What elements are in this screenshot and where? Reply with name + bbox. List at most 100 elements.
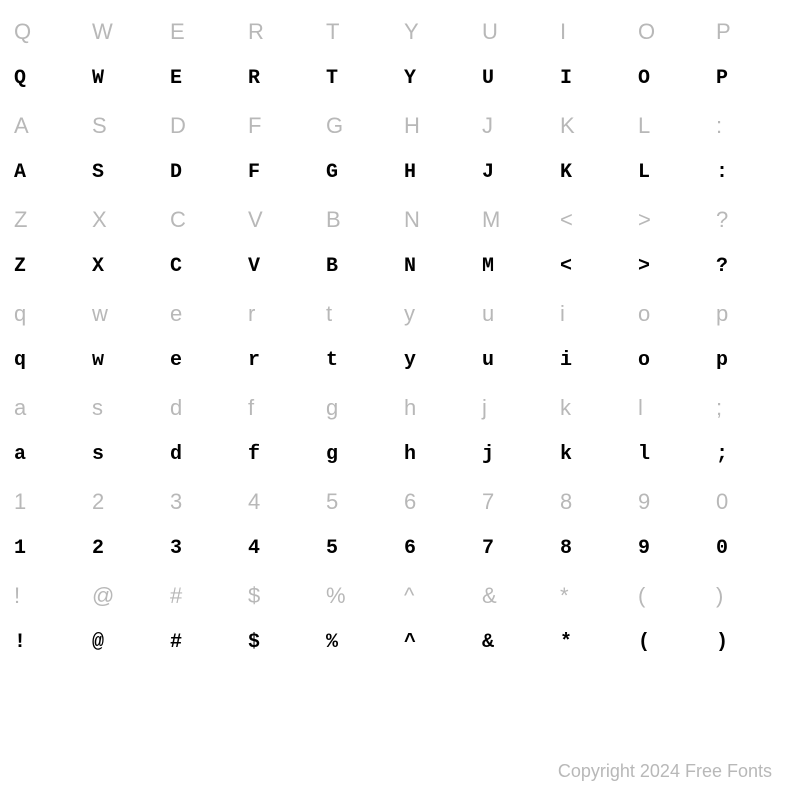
ref-cell: D [166,115,244,137]
ref-cell: ! [10,585,88,607]
sample-cell: D [166,163,244,183]
sample-row: ! @ # $ % ^ & * ( ) [10,619,790,666]
sample-cell: G [322,163,400,183]
ref-cell: w [88,303,166,325]
sample-cell: F [244,163,322,183]
sample-cell: d [166,445,244,465]
ref-cell: f [244,397,322,419]
sample-cell: 4 [244,539,322,559]
ref-cell: Z [10,209,88,231]
sample-cell: 9 [634,539,712,559]
sample-cell: k [556,445,634,465]
sample-cell: t [322,351,400,371]
sample-cell: K [556,163,634,183]
sample-cell: V [244,257,322,277]
copyright-text: Copyright 2024 Free Fonts [558,761,772,782]
sample-cell: p [712,351,790,371]
ref-cell: q [10,303,88,325]
ref-cell: k [556,397,634,419]
sample-cell: i [556,351,634,371]
ref-row: Z X C V B N M < > ? [10,196,790,243]
sample-cell: L [634,163,712,183]
ref-cell: 5 [322,491,400,513]
sample-cell: o [634,351,712,371]
sample-row: Z X C V B N M < > ? [10,243,790,290]
sample-row: A S D F G H J K L : [10,149,790,196]
sample-row: a s d f g h j k l ; [10,431,790,478]
ref-cell: ( [634,585,712,607]
ref-cell: 7 [478,491,556,513]
sample-cell: ) [712,633,790,653]
ref-cell: N [400,209,478,231]
sample-cell: # [166,633,244,653]
sample-cell: Y [400,69,478,89]
ref-cell: 1 [10,491,88,513]
sample-row: q w e r t y u i o p [10,337,790,384]
ref-cell: G [322,115,400,137]
ref-cell: < [556,209,634,231]
sample-cell: 2 [88,539,166,559]
ref-cell: U [478,21,556,43]
ref-cell: # [166,585,244,607]
sample-cell: ? [712,257,790,277]
sample-cell: X [88,257,166,277]
ref-cell: i [556,303,634,325]
sample-cell: ! [10,633,88,653]
sample-cell: 3 [166,539,244,559]
sample-cell: s [88,445,166,465]
ref-cell: 2 [88,491,166,513]
ref-cell: Y [400,21,478,43]
sample-cell: P [712,69,790,89]
sample-cell: 7 [478,539,556,559]
ref-cell: j [478,397,556,419]
sample-cell: S [88,163,166,183]
ref-cell: K [556,115,634,137]
ref-cell: e [166,303,244,325]
sample-cell: A [10,163,88,183]
ref-cell: : [712,115,790,137]
ref-cell: d [166,397,244,419]
sample-cell: 8 [556,539,634,559]
ref-cell: ) [712,585,790,607]
sample-row: 1 2 3 4 5 6 7 8 9 0 [10,525,790,572]
ref-cell: a [10,397,88,419]
ref-cell: ? [712,209,790,231]
ref-cell: o [634,303,712,325]
sample-cell: * [556,633,634,653]
ref-cell: > [634,209,712,231]
sample-cell: g [322,445,400,465]
ref-cell: 8 [556,491,634,513]
sample-cell: J [478,163,556,183]
sample-cell: Z [10,257,88,277]
ref-row: Q W E R T Y U I O P [10,8,790,55]
ref-cell: p [712,303,790,325]
sample-cell: l [634,445,712,465]
sample-cell: q [10,351,88,371]
sample-cell: Q [10,69,88,89]
sample-cell: W [88,69,166,89]
sample-cell: U [478,69,556,89]
ref-cell: B [322,209,400,231]
ref-cell: % [322,585,400,607]
sample-cell: C [166,257,244,277]
character-map-grid: Q W E R T Y U I O P Q W E R T Y U I O P … [10,8,790,666]
ref-cell: * [556,585,634,607]
sample-cell: % [322,633,400,653]
ref-cell: h [400,397,478,419]
sample-cell: y [400,351,478,371]
sample-cell: O [634,69,712,89]
ref-cell: C [166,209,244,231]
ref-cell: r [244,303,322,325]
ref-cell: $ [244,585,322,607]
ref-cell: 4 [244,491,322,513]
ref-cell: u [478,303,556,325]
ref-cell: E [166,21,244,43]
sample-cell: < [556,257,634,277]
ref-cell: O [634,21,712,43]
sample-cell: @ [88,633,166,653]
ref-cell: I [556,21,634,43]
sample-cell: B [322,257,400,277]
sample-cell: I [556,69,634,89]
sample-cell: E [166,69,244,89]
ref-cell: X [88,209,166,231]
